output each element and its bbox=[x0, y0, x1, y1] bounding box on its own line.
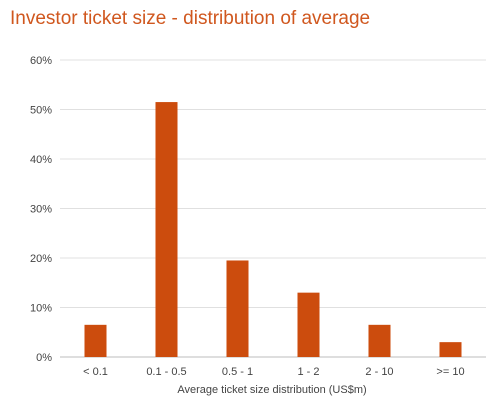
bar bbox=[439, 342, 462, 357]
y-tick-label: 40% bbox=[30, 154, 52, 166]
x-axis-ticks: < 0.1 0.1 - 0.5 0.5 - 1 1 - 2 2 - 10 >= 10 bbox=[83, 366, 464, 378]
bars bbox=[84, 102, 462, 357]
x-axis-title: Average ticket size distribution (US$m) bbox=[177, 384, 366, 396]
x-tick-label: 0.5 - 1 bbox=[222, 366, 253, 378]
bar bbox=[226, 260, 249, 357]
y-tick-label: 0% bbox=[36, 352, 52, 364]
y-axis-ticks: 0% 10% 20% 30% 40% 50% 60% bbox=[30, 55, 52, 364]
x-tick-label: 2 - 10 bbox=[365, 366, 393, 378]
bar bbox=[155, 102, 178, 357]
bar bbox=[297, 292, 320, 357]
y-tick-label: 20% bbox=[30, 253, 52, 265]
gridlines bbox=[60, 59, 486, 358]
y-tick-label: 10% bbox=[30, 303, 52, 315]
x-tick-label: < 0.1 bbox=[83, 366, 108, 378]
x-tick-label: >= 10 bbox=[436, 366, 464, 378]
x-tick-label: 0.1 - 0.5 bbox=[146, 366, 186, 378]
chart-title: Investor ticket size - distribution of a… bbox=[10, 8, 371, 29]
bar bbox=[84, 324, 107, 357]
bar bbox=[368, 324, 391, 357]
y-tick-label: 50% bbox=[30, 105, 52, 117]
x-tick-label: 1 - 2 bbox=[297, 366, 319, 378]
y-tick-label: 60% bbox=[30, 55, 52, 67]
y-tick-label: 30% bbox=[30, 204, 52, 216]
